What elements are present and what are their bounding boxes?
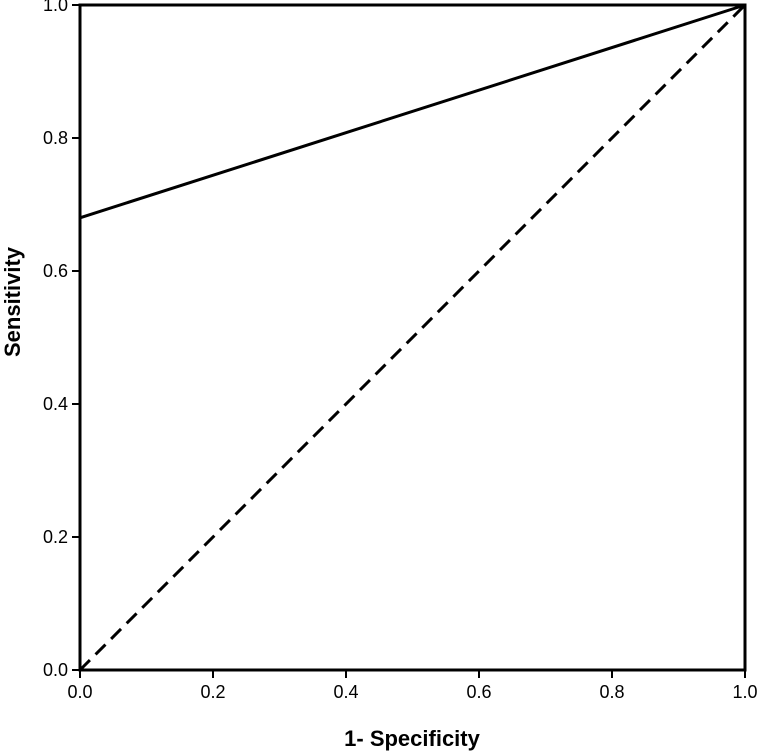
x-tick-label: 0.6 — [466, 682, 491, 702]
x-axis-title: 1- Specificity — [344, 726, 480, 751]
x-axis-ticks: 0.0 0.2 0.4 0.6 0.8 1.0 — [67, 670, 758, 702]
y-tick-label: 0.2 — [43, 527, 68, 547]
y-tick-label: 0.0 — [43, 660, 68, 680]
roc-curve-line — [79, 3, 746, 220]
reference-diagonal-line — [78, 3, 747, 672]
y-tick-label: 0.6 — [43, 261, 68, 281]
series-layer — [78, 3, 747, 672]
x-tick-label: 1.0 — [732, 682, 757, 702]
y-tick-label: 0.8 — [43, 128, 68, 148]
x-tick-label: 0.4 — [333, 682, 358, 702]
y-tick-label: 0.4 — [43, 394, 68, 414]
y-tick-label: 1.0 — [43, 0, 68, 15]
x-tick-label: 0.2 — [200, 682, 225, 702]
y-axis-ticks: 0.0 0.2 0.4 0.6 0.8 1.0 — [43, 0, 80, 680]
x-tick-label: 0.8 — [599, 682, 624, 702]
plot-frame — [78, 3, 747, 672]
y-axis-title: Sensitivity — [0, 246, 25, 357]
x-tick-label: 0.0 — [67, 682, 92, 702]
